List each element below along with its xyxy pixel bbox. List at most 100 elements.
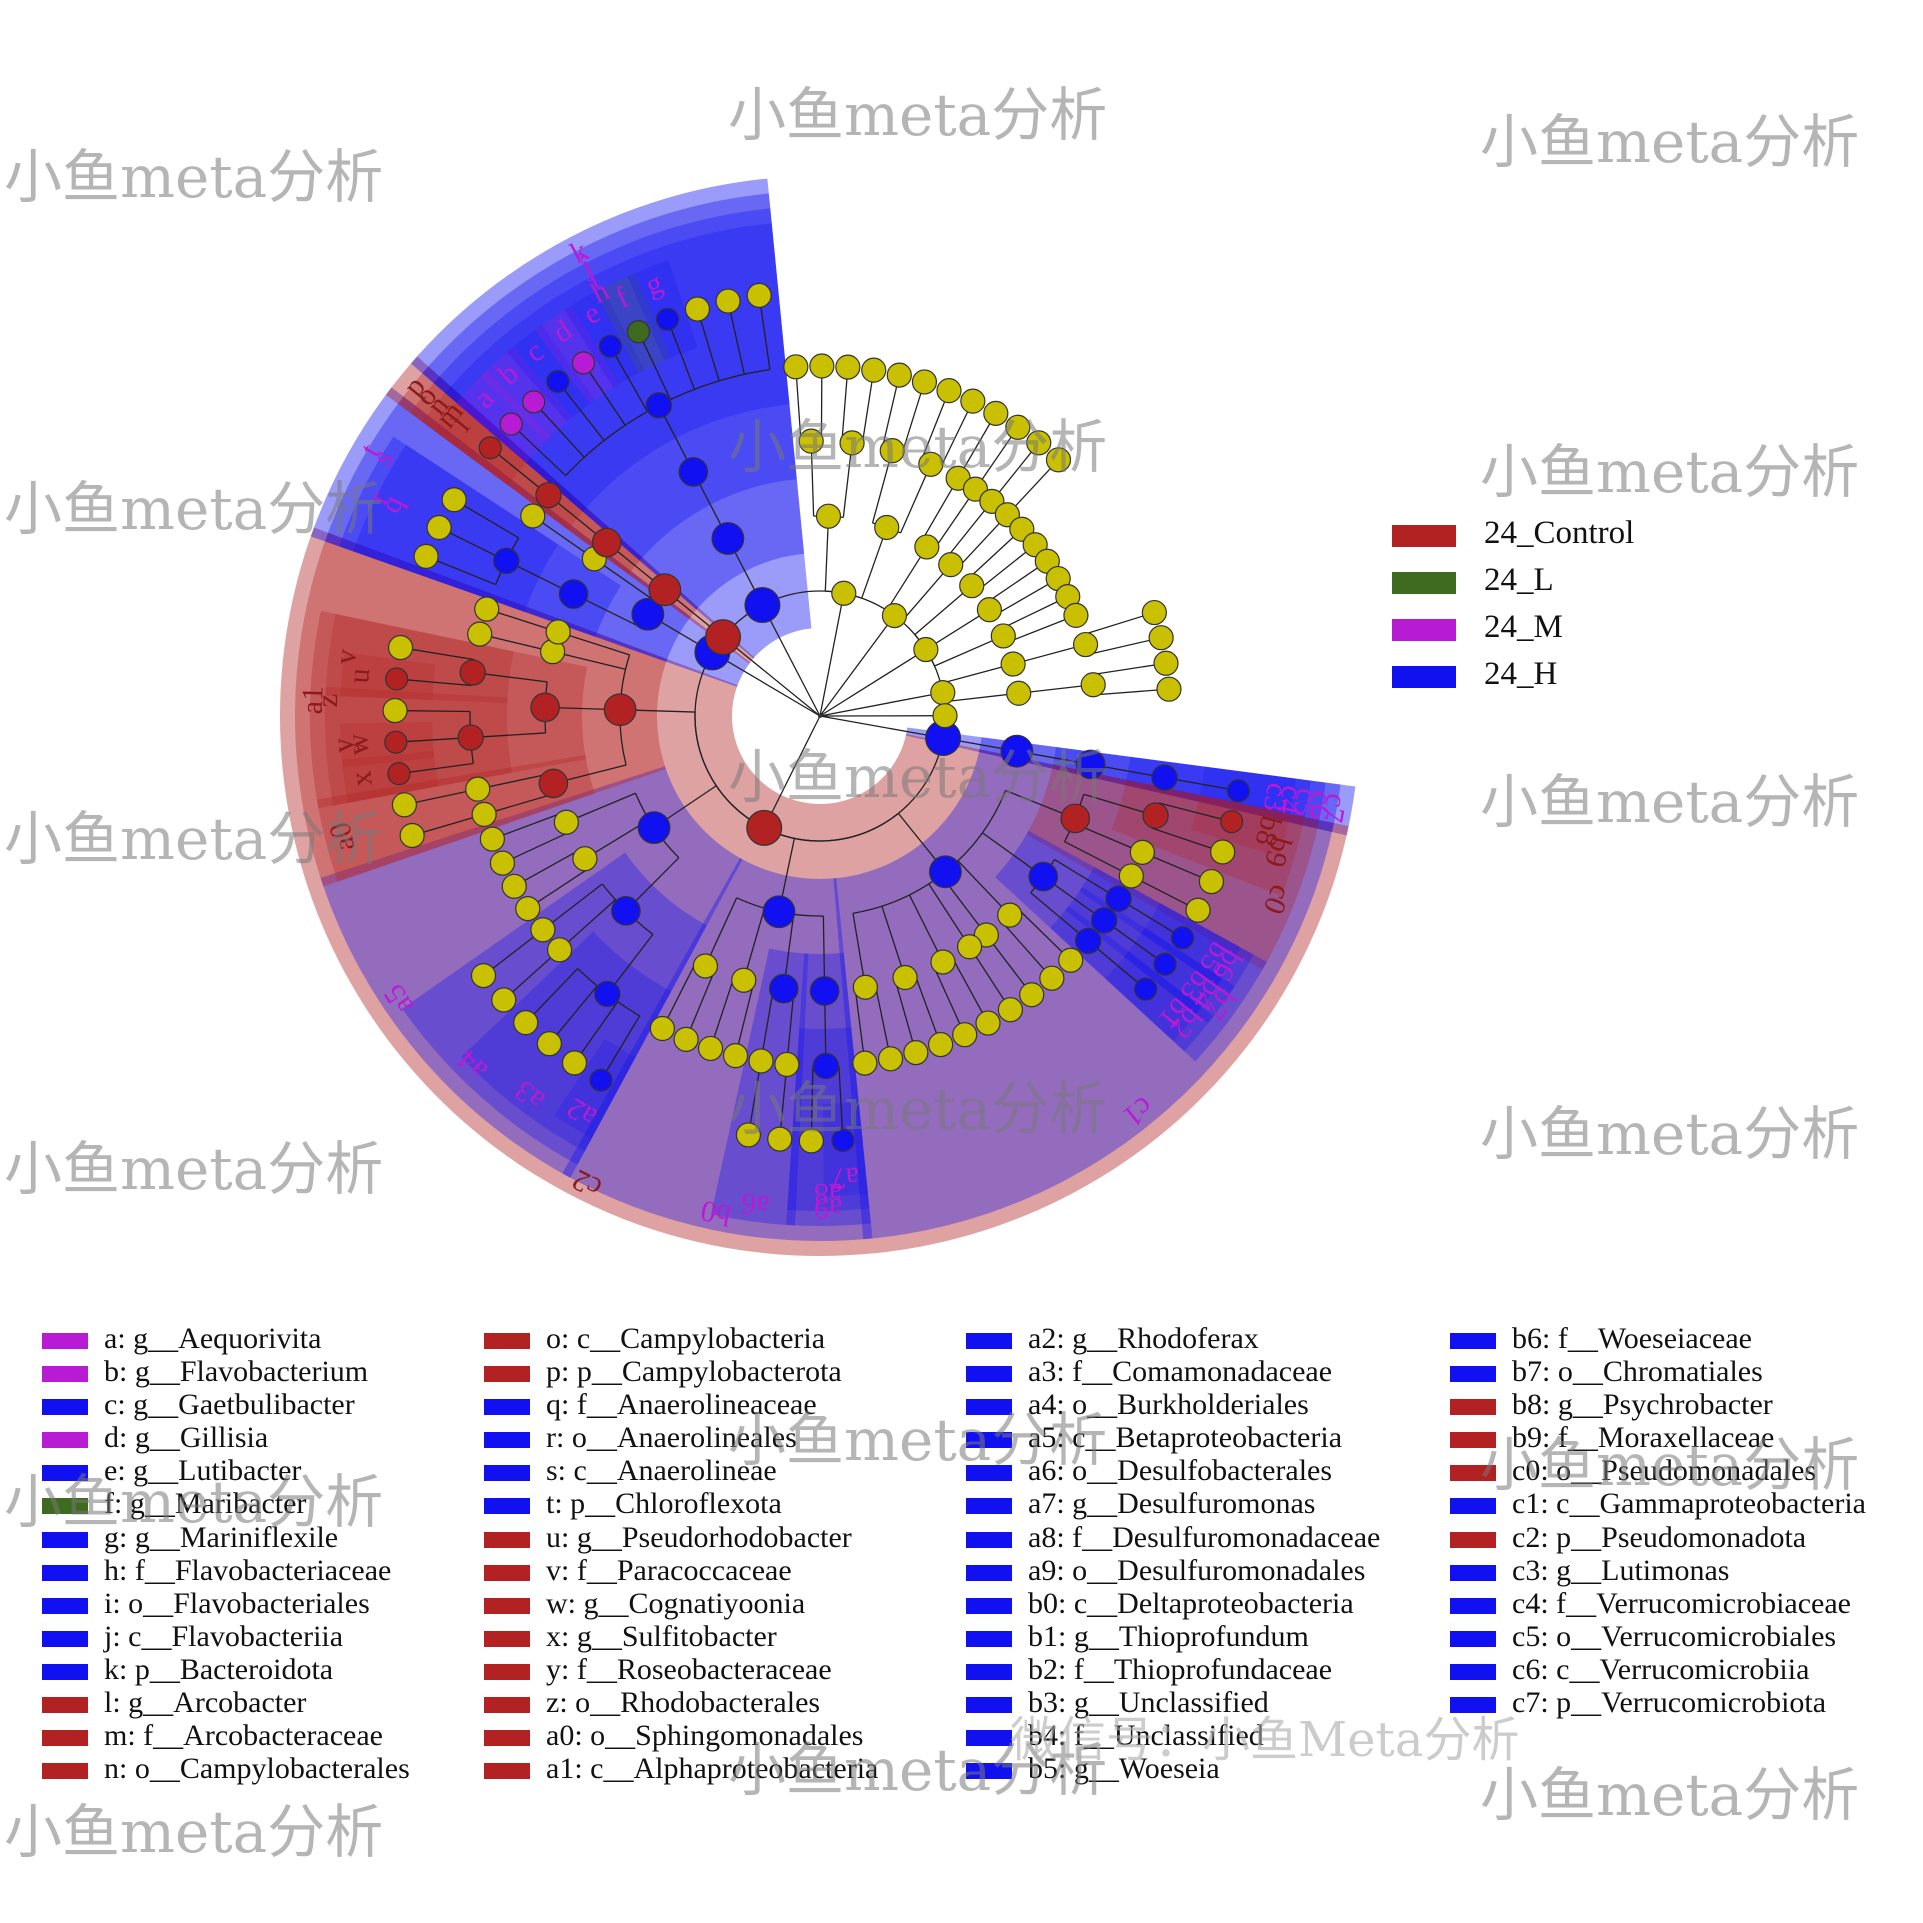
node xyxy=(1156,676,1182,702)
taxa-label: u: g__Pseudorhodobacter xyxy=(546,1520,852,1554)
taxa-swatch xyxy=(966,1730,1012,1747)
taxa-label: c: g__Gaetbulibacter xyxy=(104,1388,355,1422)
clade-band-a9 xyxy=(786,952,871,1226)
node-c3 xyxy=(1226,779,1250,803)
taxa-swatch xyxy=(966,1432,1012,1449)
taxa-swatch xyxy=(42,1531,88,1548)
node xyxy=(831,580,857,606)
node xyxy=(930,949,956,975)
taxa-label: n: o__Campylobacterales xyxy=(104,1752,410,1786)
node-b4 xyxy=(1090,907,1118,934)
taxa-swatch xyxy=(484,1498,530,1515)
node xyxy=(767,1126,793,1152)
node xyxy=(735,1122,762,1148)
taxa-label: a2: g__Rhodoferax xyxy=(1028,1322,1259,1355)
taxa-label: b1: g__Thioprofundum xyxy=(1028,1619,1309,1653)
taxa-label: h: f__Flavobacteriaceae xyxy=(104,1553,392,1587)
node-b xyxy=(522,390,546,414)
node xyxy=(798,1128,824,1154)
taxa-swatch xyxy=(42,1730,88,1747)
node xyxy=(809,353,835,379)
branch xyxy=(712,651,821,717)
taxa-label: a5: c__Betaproteobacteria xyxy=(1028,1421,1343,1455)
branch xyxy=(722,636,821,717)
taxa-swatch xyxy=(484,1597,530,1614)
branch xyxy=(637,331,672,400)
node-a xyxy=(499,412,523,436)
node xyxy=(990,623,1016,649)
clade-band-k xyxy=(410,178,812,659)
taxa-swatch xyxy=(484,1333,530,1349)
node-c4 xyxy=(1151,764,1178,791)
node-a8 xyxy=(812,1052,840,1080)
node xyxy=(692,953,719,979)
taxa-swatch xyxy=(1450,1597,1496,1614)
taxa-swatch xyxy=(484,1465,530,1482)
node xyxy=(1039,965,1065,991)
taxa-label: y: f__Roseobacteraceae xyxy=(546,1652,832,1686)
node xyxy=(572,846,598,872)
taxa-label: x: g__Sulfitobacter xyxy=(546,1619,777,1653)
taxa-label: a4: o__Burkholderiales xyxy=(1028,1388,1309,1422)
group-label: 24_Control xyxy=(1484,515,1635,551)
taxa-label: z: o__Rhodobacterales xyxy=(546,1686,821,1720)
clade-band-a6 xyxy=(711,948,809,1226)
taxa-label: d: g__Gillisia xyxy=(104,1421,269,1455)
node xyxy=(731,967,757,993)
node-b3 xyxy=(1153,952,1177,976)
taxa-swatch xyxy=(42,1333,88,1349)
node xyxy=(960,388,986,414)
branch xyxy=(666,319,696,390)
node xyxy=(861,357,887,383)
taxa-label: i: o__Flavobacteriales xyxy=(104,1586,370,1620)
node-b0 xyxy=(762,895,796,929)
taxa-label: s: c__Anaerolineae xyxy=(546,1454,777,1488)
node-h xyxy=(645,392,673,419)
branch xyxy=(510,423,567,477)
clade-label-a8: a8 xyxy=(814,1177,843,1210)
taxa-swatch xyxy=(1450,1531,1496,1548)
node xyxy=(413,543,439,569)
taxa-label: c7: p__Verrucomicrobiota xyxy=(1512,1686,1827,1720)
node xyxy=(561,1050,588,1076)
taxa-swatch xyxy=(484,1730,530,1747)
clade-label-c5: c5 xyxy=(1286,786,1323,820)
taxa-label: b4: f__Unclassified xyxy=(1028,1719,1264,1753)
node xyxy=(997,902,1023,928)
taxa-label: m: f__Arcobacteraceae xyxy=(104,1719,383,1753)
node xyxy=(715,288,741,314)
group-label: 24_H xyxy=(1484,656,1558,692)
node xyxy=(467,621,493,647)
taxa-label: a7: g__Desulfuromonas xyxy=(1028,1487,1316,1521)
node xyxy=(684,296,711,322)
taxa-swatch xyxy=(484,1763,530,1780)
node-o xyxy=(648,573,682,607)
node xyxy=(649,1015,676,1042)
node xyxy=(918,451,944,477)
branch xyxy=(1158,802,1232,823)
node-k xyxy=(744,587,781,624)
node xyxy=(441,487,467,513)
clade-band-a1 xyxy=(294,532,668,887)
taxa-swatch xyxy=(42,1630,88,1647)
taxa-swatch xyxy=(966,1498,1012,1515)
node-m xyxy=(535,481,562,509)
node xyxy=(471,801,497,827)
node xyxy=(835,354,861,380)
node xyxy=(911,369,938,395)
node xyxy=(975,1010,1001,1036)
node xyxy=(913,636,939,663)
node xyxy=(1058,947,1084,973)
node xyxy=(465,776,491,802)
node-a4 xyxy=(611,896,641,926)
taxa-label: a: g__Aequorivita xyxy=(104,1322,322,1355)
taxa-swatch xyxy=(966,1399,1012,1416)
clade-band-r xyxy=(339,436,621,637)
taxa-label: o: c__Campylobacteria xyxy=(546,1322,826,1355)
node xyxy=(956,934,983,960)
node xyxy=(983,400,1009,426)
node xyxy=(479,826,505,852)
taxa-label: a3: f__Comamonadaceae xyxy=(1028,1355,1333,1389)
node xyxy=(886,362,912,388)
node-b2 xyxy=(1074,927,1102,955)
